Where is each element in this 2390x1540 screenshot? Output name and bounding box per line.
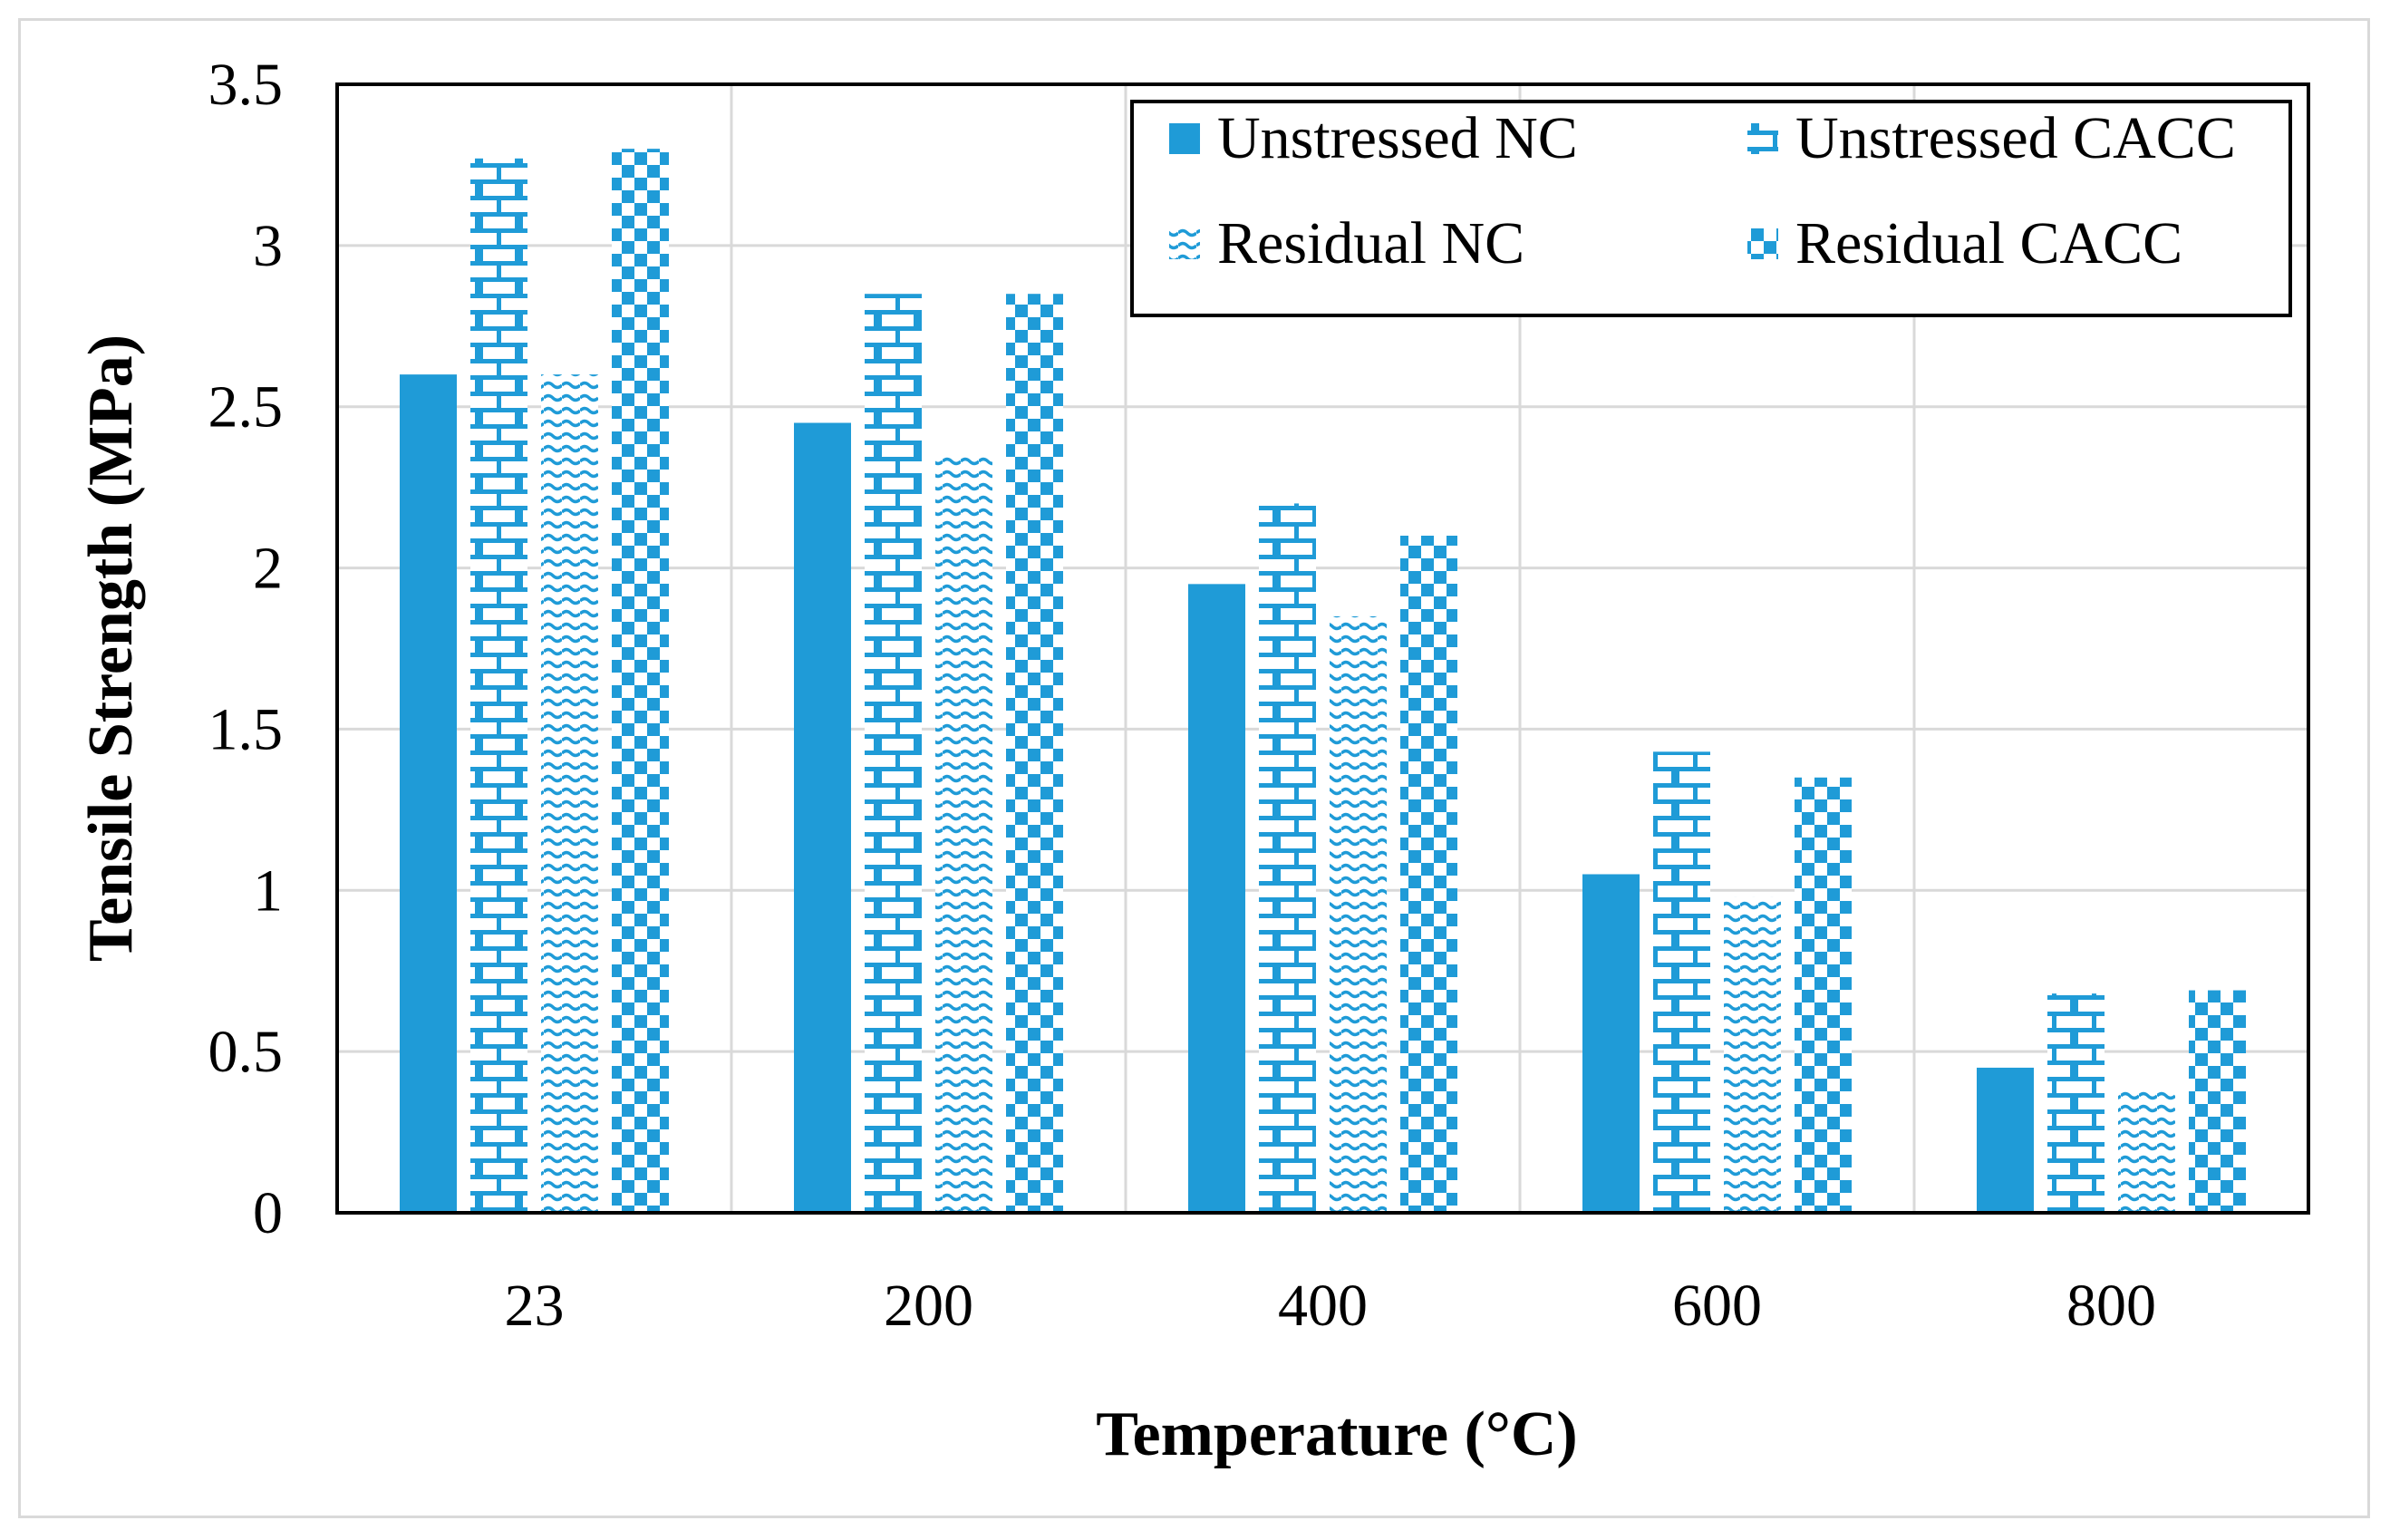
x-tick-label: 600	[1672, 1273, 1762, 1339]
bar-unstressed-nc-600	[1582, 874, 1640, 1213]
bar-unstressed-nc-400	[1188, 584, 1245, 1213]
x-tick-label: 200	[884, 1273, 973, 1339]
legend-label-unstressed-nc: Unstressed NC	[1217, 105, 1578, 171]
bar-residual-cacc-600	[1795, 777, 1852, 1213]
x-tick-label: 400	[1278, 1273, 1368, 1339]
bar-residual-cacc-200	[1006, 294, 1063, 1213]
legend-swatch-unstressed-cacc	[1747, 123, 1778, 154]
bar-unstressed-cacc-23	[470, 158, 527, 1213]
legend-swatch-unstressed-nc	[1169, 123, 1200, 154]
bar-residual-nc-600	[1724, 896, 1781, 1213]
bar-residual-nc-800	[2118, 1090, 2175, 1213]
legend-label-unstressed-cacc: Unstressed CACC	[1795, 105, 2236, 171]
y-tick-label: 1	[253, 857, 283, 924]
bar-unstressed-nc-200	[794, 422, 851, 1213]
bar-unstressed-nc-23	[400, 374, 457, 1214]
bar-unstressed-cacc-600	[1653, 751, 1710, 1213]
bar-residual-cacc-23	[612, 149, 669, 1214]
x-tick-label: 800	[2066, 1273, 2156, 1339]
bar-residual-nc-400	[1330, 615, 1387, 1213]
bar-unstressed-cacc-400	[1259, 503, 1316, 1213]
x-tick-label: 23	[505, 1273, 565, 1339]
legend-box	[1130, 100, 2292, 317]
bar-residual-nc-200	[935, 455, 992, 1214]
y-tick-label: 3.5	[208, 52, 284, 118]
legend-label-residual-cacc: Residual CACC	[1795, 210, 2182, 276]
y-tick-label: 2.5	[208, 374, 284, 441]
bar-unstressed-nc-800	[1977, 1067, 2034, 1213]
plot-area-border	[335, 82, 2310, 1215]
y-axis-title: Tensile Strength (MPa)	[76, 334, 146, 962]
x-tick-labels: 23 200 400 600 800	[505, 1273, 2157, 1339]
legend-swatch-residual-cacc	[1747, 228, 1778, 259]
bar-unstressed-cacc-200	[865, 294, 922, 1213]
x-axis-title: Temperature (°C)	[1096, 1400, 1578, 1469]
bar-unstressed-cacc-800	[2047, 993, 2105, 1213]
y-tick-label: 0	[253, 1180, 283, 1246]
legend: Unstressed NC Unstressed CACC Residual NC R…	[1130, 100, 2292, 317]
y-tick-label: 2	[253, 536, 283, 602]
bars	[400, 149, 2246, 1214]
bar-residual-cacc-800	[2189, 990, 2246, 1213]
y-tick-label: 1.5	[208, 696, 284, 762]
bar-residual-nc-23	[541, 374, 598, 1214]
legend-label-residual-nc: Residual NC	[1217, 210, 1524, 276]
legend-swatch-residual-nc	[1169, 228, 1200, 259]
y-tick-labels: 0 0.5 1 1.5 2 2.5 3 3.5	[208, 52, 284, 1246]
y-tick-label: 0.5	[208, 1019, 284, 1085]
bar-residual-cacc-400	[1400, 536, 1457, 1213]
y-tick-label: 3	[253, 213, 283, 279]
